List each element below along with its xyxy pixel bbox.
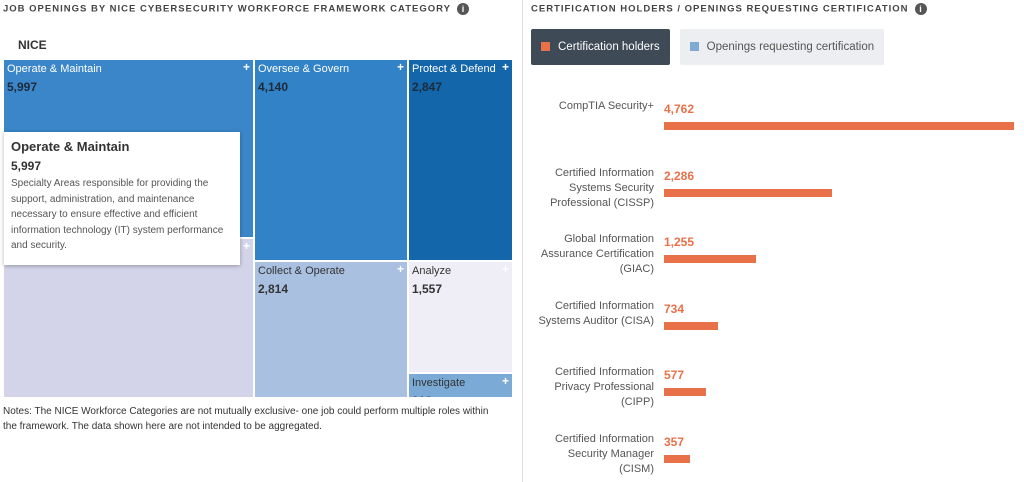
treemap-cell[interactable]: + (4, 239, 253, 397)
cell-label: Oversee & Govern (258, 63, 350, 75)
legend-label: Openings requesting certification (706, 41, 875, 53)
cell-value: 2,847 (412, 80, 443, 94)
value-label: 357 (664, 435, 685, 449)
treemap-cell[interactable]: Investigate 918 + (409, 374, 512, 397)
legend: Certification holders Openings requesting… (531, 29, 885, 65)
value-label: 734 (664, 301, 685, 316)
tooltip: Operate & Maintain 5,997 Specialty Areas… (4, 132, 240, 265)
cell-label: Protect & Defend (412, 63, 496, 75)
divider (522, 0, 523, 482)
expand-icon[interactable]: + (242, 60, 250, 74)
tooltip-title: Operate & Maintain (11, 139, 130, 154)
cell-value: 5,997 (7, 80, 38, 94)
cell-label: Analyze (412, 265, 452, 277)
value-label: 577 (664, 368, 685, 383)
expand-icon[interactable]: + (396, 262, 404, 276)
bar[interactable] (664, 321, 718, 330)
cell-value: 918 (412, 394, 432, 397)
bar[interactable] (664, 188, 833, 197)
category-label: Certified Information Privacy Profession… (554, 366, 654, 409)
bar-header: CERTIFICATION HOLDERS / OPENINGS REQUEST… (531, 3, 927, 15)
bar[interactable] (664, 388, 707, 397)
category-label: CompTIA Security+ (558, 100, 654, 112)
cell-label: Operate & Maintain (7, 63, 102, 75)
tooltip-value: 5,997 (11, 159, 42, 173)
treemap-cell[interactable]: Collect & Operate 2,814 + (255, 262, 407, 397)
value-label: 1,255 (664, 235, 695, 250)
cell-value: 1,557 (412, 282, 443, 296)
bar[interactable] (664, 122, 1014, 130)
expand-icon[interactable]: + (396, 60, 404, 74)
treemap-subtitle: NICE (18, 38, 47, 52)
legend-item[interactable]: Openings requesting certification (679, 29, 885, 65)
note: Notes: The NICE Workforce Categories are… (3, 406, 489, 432)
category-label: Certified Information Systems Security P… (550, 166, 654, 209)
cell-value: 2,814 (258, 282, 289, 296)
treemap-cell[interactable]: Analyze 1,557 + (409, 262, 512, 372)
expand-icon[interactable]: + (501, 374, 509, 388)
treemap-cell[interactable]: Protect & Defend 2,847 + (409, 60, 512, 260)
cell-value: 4,140 (258, 80, 289, 94)
legend-swatch (689, 42, 699, 52)
legend-item[interactable]: Certification holders (531, 29, 670, 65)
category-label: Certified Information Systems Auditor (C… (538, 299, 654, 327)
value-label: 4,762 (664, 102, 695, 116)
legend-label: Certification holders (558, 41, 660, 53)
info-icon[interactable]: i (914, 3, 927, 15)
tooltip-text: Specialty Areas responsible for providin… (11, 178, 224, 251)
category-label: Global Information Assurance Certificati… (540, 233, 654, 276)
category-label: Certified Information Security Manager (… (554, 433, 654, 475)
expand-icon[interactable]: + (501, 262, 509, 276)
expand-icon[interactable]: + (501, 60, 509, 74)
bar-title: CERTIFICATION HOLDERS / OPENINGS REQUEST… (531, 3, 909, 15)
cell-label: Investigate (412, 377, 466, 389)
legend-swatch (541, 42, 550, 52)
treemap-header: JOB OPENINGS BY NICE CYBERSECURITY WORKF… (3, 3, 469, 15)
treemap-cell[interactable]: Oversee & Govern 4,140 + (255, 60, 407, 260)
bar[interactable] (664, 455, 691, 463)
treemap-title: JOB OPENINGS BY NICE CYBERSECURITY WORKF… (3, 3, 451, 15)
info-icon[interactable]: i (456, 3, 469, 15)
value-label: 2,286 (664, 168, 695, 183)
cell-label: Collect & Operate (258, 265, 345, 277)
bar[interactable] (664, 255, 757, 264)
